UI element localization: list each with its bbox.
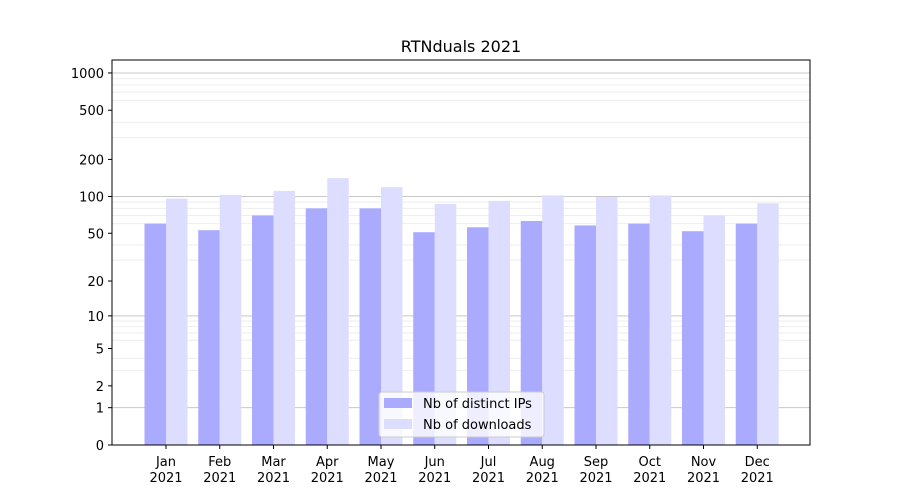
bar-distinct-ips bbox=[144, 223, 166, 445]
y-tick-label: 1 bbox=[96, 402, 104, 417]
x-tick-label: Oct 2021 bbox=[633, 455, 666, 486]
bar-downloads bbox=[381, 187, 403, 445]
bar-downloads bbox=[649, 195, 672, 445]
bar-distinct-ips bbox=[467, 227, 489, 445]
legend-label-downloads: Nb of downloads bbox=[423, 418, 532, 433]
y-tick-label: 500 bbox=[79, 104, 104, 119]
bar-distinct-ips bbox=[628, 223, 650, 445]
legend: Nb of distinct IPs Nb of downloads bbox=[378, 391, 545, 438]
x-axis: Jan 2021 Feb 2021 Mar 2021 Apr 2021 May 2021 Jun 20… bbox=[149, 445, 774, 486]
bar-distinct-ips bbox=[520, 221, 543, 445]
bar-downloads bbox=[273, 190, 295, 445]
legend-swatch-distinct-ips bbox=[384, 398, 412, 408]
bars bbox=[144, 178, 779, 445]
bar-distinct-ips bbox=[305, 208, 328, 445]
y-tick-label: 10 bbox=[87, 310, 104, 325]
y-axis: 0 1 2 5 10 20 50 100 200 500 1000 bbox=[71, 67, 112, 454]
bar-downloads bbox=[166, 198, 188, 445]
bar-distinct-ips bbox=[198, 230, 220, 445]
bar-downloads bbox=[488, 200, 510, 445]
y-tick-label: 20 bbox=[87, 275, 104, 290]
x-tick-label: Dec 2021 bbox=[741, 455, 774, 486]
legend-label-distinct-ips: Nb of distinct IPs bbox=[423, 397, 532, 412]
plot-frame bbox=[111, 59, 811, 446]
bar-distinct-ips bbox=[735, 223, 758, 445]
y-tick-label: 200 bbox=[79, 153, 104, 168]
bar-distinct-ips bbox=[359, 208, 381, 445]
bar-distinct-ips bbox=[574, 225, 596, 445]
x-tick-label: Nov 2021 bbox=[687, 455, 720, 486]
x-tick-label: Sep 2021 bbox=[579, 455, 612, 486]
x-tick-label: Jan 2021 bbox=[149, 455, 182, 486]
bar-downloads bbox=[434, 203, 457, 445]
y-tick-label: 2 bbox=[96, 380, 104, 395]
bar-downloads bbox=[542, 195, 564, 445]
x-tick-label: Feb 2021 bbox=[203, 455, 236, 486]
chart-title: RTNduals 2021 bbox=[401, 37, 521, 56]
bar-downloads bbox=[327, 178, 349, 445]
legend-box bbox=[378, 391, 545, 438]
bar-downloads bbox=[219, 194, 242, 445]
x-tick-label: Aug 2021 bbox=[526, 455, 559, 486]
y-tick-label: 0 bbox=[96, 439, 104, 454]
x-tick-label: Apr 2021 bbox=[311, 455, 344, 486]
legend-swatch-downloads bbox=[384, 419, 412, 429]
x-tick-label: May 2021 bbox=[364, 455, 397, 486]
x-tick-label: Jul 2021 bbox=[472, 455, 505, 486]
bar-downloads bbox=[703, 215, 725, 445]
bar-downloads bbox=[757, 203, 779, 445]
y-tick-label: 100 bbox=[79, 190, 104, 205]
x-tick-label: Jun 2021 bbox=[418, 455, 451, 486]
y-tick-label: 1000 bbox=[71, 67, 104, 82]
bar-distinct-ips bbox=[682, 231, 704, 445]
y-tick-label: 50 bbox=[87, 227, 104, 242]
x-tick-label: Mar 2021 bbox=[257, 455, 290, 486]
bar-downloads bbox=[596, 197, 618, 445]
y-tick-label: 5 bbox=[96, 343, 104, 358]
bar-distinct-ips bbox=[252, 215, 274, 445]
